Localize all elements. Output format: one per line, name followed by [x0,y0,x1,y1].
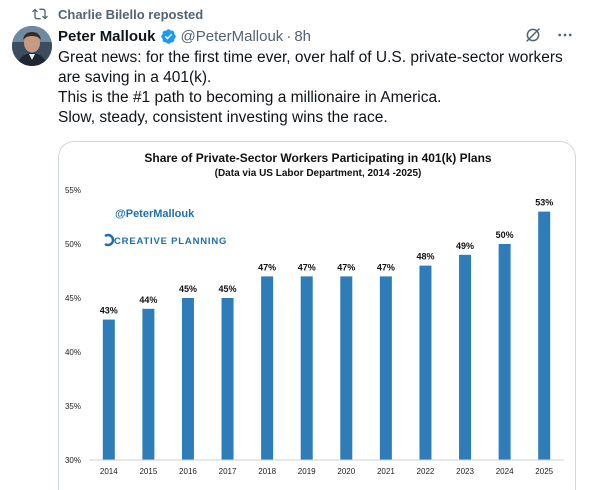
x-tick-label: 2014 [100,467,118,476]
chart-title: Share of Private-Sector Workers Particip… [144,151,492,165]
tweet-line: Great news: for the first time ever, ove… [58,49,563,66]
y-tick-label: 45% [65,294,81,303]
header-actions [524,26,574,44]
y-tick-label: 55% [65,186,81,195]
tweet-line: are saving in a 401(k). [58,69,212,86]
author-name[interactable]: Peter Mallouk [58,27,156,45]
tweet-line: Slow, steady, consistent investing wins … [58,109,388,126]
verified-badge-icon[interactable] [160,28,177,45]
y-tick-label: 50% [65,240,81,249]
post-header: Peter Mallouk @PeterMallouk · 8h [58,26,574,46]
watermark-handle: @PeterMallouk [115,208,195,220]
chart-subtitle: (Data via US Labor Department, 2014 -202… [215,168,422,179]
author-handle[interactable]: @PeterMallouk [180,27,284,45]
data-label: 50% [496,230,514,240]
bar [181,298,194,460]
repost-icon [32,8,48,20]
more-icon[interactable] [556,26,574,44]
data-label: 45% [219,284,237,294]
data-label: 48% [416,252,434,262]
x-tick-label: 2021 [377,467,395,476]
tweet-line: This is the #1 path to becoming a millio… [58,89,442,106]
data-label: 43% [100,306,118,316]
data-label: 49% [456,241,474,251]
data-label: 45% [179,284,197,294]
y-tick-label: 30% [65,456,81,465]
data-label: 47% [258,262,276,272]
data-label: 47% [298,262,316,272]
bar [538,211,551,460]
x-tick-label: 2016 [179,467,197,476]
chart-image[interactable]: Share of Private-Sector Workers Particip… [58,141,576,490]
bar-chart: Share of Private-Sector Workers Particip… [65,151,564,476]
data-label: 47% [337,262,355,272]
bar [459,254,472,460]
y-tick-label: 40% [65,348,81,357]
watermark-brand: CREATIVE PLANNING [114,236,227,247]
post-timestamp[interactable]: 8h [294,27,311,45]
bar [221,298,234,460]
avatar-image [12,26,52,66]
repost-label: Charlie Bilello reposted [58,6,204,22]
x-tick-label: 2015 [139,467,157,476]
data-label: 47% [377,262,395,272]
x-tick-label: 2023 [456,467,474,476]
data-label: 44% [139,295,157,305]
data-label: 53% [535,198,553,208]
dot-separator: · [286,27,292,45]
x-tick-label: 2020 [337,467,355,476]
grok-icon[interactable] [524,26,542,44]
avatar[interactable] [12,26,52,66]
bar [142,308,155,460]
x-tick-label: 2018 [258,467,276,476]
bar [340,276,353,460]
bar [419,265,432,460]
bar [379,276,392,460]
x-tick-label: 2022 [417,467,435,476]
x-tick-label: 2024 [496,467,514,476]
bar [300,276,313,460]
tweet-text: Great news: for the first time ever, ove… [58,48,578,128]
y-tick-label: 35% [65,402,81,411]
creative-planning-logo-icon [104,233,115,247]
bar [261,276,274,460]
x-tick-label: 2019 [298,467,316,476]
bar [102,319,115,460]
repost-indicator[interactable]: Charlie Bilello reposted [32,5,203,23]
x-tick-label: 2017 [219,467,237,476]
x-tick-label: 2025 [535,467,553,476]
bar [498,244,511,460]
